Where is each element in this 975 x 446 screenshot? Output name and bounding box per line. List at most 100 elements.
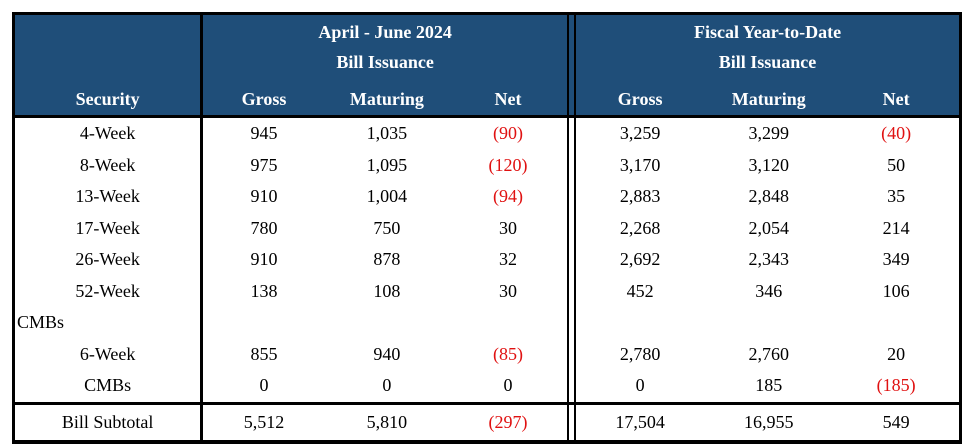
section-subtitle: Bill Issuance: [718, 51, 817, 72]
fytd-maturing-header: Maturing: [704, 78, 834, 118]
row-label: 6-Week: [13, 338, 204, 370]
value-cell: 2,692: [619, 249, 661, 270]
value-cell: 2,780: [619, 343, 661, 364]
value-cell: 108: [373, 280, 401, 301]
row-label: 26-Week: [13, 244, 204, 276]
empty-cell: [575, 307, 704, 339]
value-cell: 878: [373, 249, 401, 270]
security-column-header: Security: [13, 78, 204, 118]
subtotal-value-cell: 17,504: [575, 401, 705, 442]
value-cell: 975: [250, 154, 278, 175]
table-row-4-week: 4-Week 945 1,035 (90) 3,259 3,299 (40): [13, 116, 961, 150]
value-cell: 349: [882, 249, 910, 270]
value-cell: 945: [250, 123, 278, 144]
section-subtitle: Bill Issuance: [336, 51, 434, 72]
value-cell: (40): [881, 123, 912, 144]
section-divider: [567, 275, 577, 307]
value-cell: 2,054: [748, 217, 790, 238]
value-cell: 2,883: [619, 186, 661, 207]
section-divider: [567, 181, 577, 213]
value-cell: 3,259: [619, 123, 661, 144]
section-fytd-title: Fiscal Year-to-Date Bill Issuance: [575, 13, 961, 78]
table-row-17-week: 17-Week 780 750 30 2,268 2,054 214: [13, 212, 961, 244]
row-label: 8-Week: [13, 149, 204, 181]
section-divider: [567, 370, 577, 403]
value-cell: 50: [887, 154, 906, 175]
empty-cell: [833, 307, 960, 339]
value-cell: 3,120: [748, 154, 790, 175]
apr-jun-net-header: Net: [448, 78, 569, 118]
section-divider: [567, 338, 577, 370]
table-row-52-week: 52-Week 138 108 30 452 346 106: [13, 275, 961, 307]
table-row-bill-subtotal: Bill Subtotal 5,512 5,810 (297) 17,504 1…: [13, 401, 961, 442]
value-cell: 3,170: [619, 154, 661, 175]
value-cell: 780: [250, 217, 278, 238]
section-divider: [567, 13, 577, 78]
section-title: April - June 2024: [318, 21, 452, 42]
row-label: 52-Week: [13, 275, 204, 307]
fytd-net-header: Net: [833, 78, 961, 118]
value-cell: 910: [250, 249, 278, 270]
row-label: 13-Week: [13, 181, 204, 213]
value-cell: 0: [259, 375, 269, 396]
security-header-blank: [13, 13, 204, 78]
value-cell: (94): [493, 186, 523, 207]
subtotal-label: Bill Subtotal: [13, 401, 204, 442]
row-label: 17-Week: [13, 212, 204, 244]
value-cell: 3,299: [748, 123, 790, 144]
row-label: CMBs: [13, 370, 204, 403]
fytd-gross-header: Gross: [575, 78, 705, 118]
section-divider: [567, 212, 577, 244]
subtotal-value-cell: 5,512: [201, 401, 325, 442]
value-cell: 0: [382, 375, 392, 396]
empty-cell: [704, 307, 833, 339]
value-cell: 30: [499, 280, 517, 301]
apr-jun-maturing-header: Maturing: [324, 78, 449, 118]
value-cell: 1,004: [366, 186, 408, 207]
value-cell: 2,760: [748, 343, 790, 364]
empty-cell: [449, 307, 568, 339]
value-cell: 214: [882, 217, 910, 238]
table-row-8-week: 8-Week 975 1,095 (120) 3,170 3,120 50: [13, 149, 961, 181]
apr-jun-gross-header: Gross: [201, 78, 325, 118]
bill-issuance-table: April - June 2024 Bill Issuance Fiscal Y…: [12, 12, 962, 444]
table-row-cmbs: CMBs 0 0 0 0 185 (185): [13, 370, 961, 403]
value-cell: 452: [626, 280, 654, 301]
value-cell: 910: [250, 186, 278, 207]
table-row-26-week: 26-Week 910 878 32 2,692 2,343 349: [13, 244, 961, 276]
subtotal-value-cell: 16,955: [704, 401, 834, 442]
value-cell: 106: [882, 280, 910, 301]
subtotal-value-cell: (297): [448, 401, 569, 442]
value-cell: (90): [493, 123, 523, 144]
subtotal-value-cell: 549: [833, 401, 961, 442]
value-cell: 138: [250, 280, 278, 301]
value-cell: 1,095: [366, 154, 408, 175]
value-cell: (185): [876, 375, 916, 396]
subtotal-value-cell: 5,810: [324, 401, 449, 442]
section-apr-jun-title: April - June 2024 Bill Issuance: [201, 13, 569, 78]
value-cell: 30: [499, 217, 517, 238]
value-cell: (120): [488, 154, 528, 175]
value-cell: 346: [755, 280, 783, 301]
empty-cell: [325, 307, 449, 339]
table-row-13-week: 13-Week 910 1,004 (94) 2,883 2,848 35: [13, 181, 961, 213]
table-row-6-week: 6-Week 855 940 (85) 2,780 2,760 20: [13, 338, 961, 370]
value-cell: (85): [493, 343, 523, 364]
section-title: Fiscal Year-to-Date: [693, 21, 842, 42]
section-divider: [567, 401, 577, 442]
value-cell: 1,035: [366, 123, 408, 144]
section-divider: [567, 149, 577, 181]
value-cell: 2,848: [748, 186, 790, 207]
group-label: CMBs: [13, 307, 204, 339]
section-divider: [567, 116, 577, 150]
table-row-cmbs-group: CMBs: [13, 307, 961, 339]
value-cell: 0: [503, 375, 513, 396]
value-cell: 2,268: [619, 217, 661, 238]
value-cell: 35: [887, 186, 906, 207]
value-cell: 20: [887, 343, 906, 364]
header-columns-row: Security Gross Maturing Net Gross Maturi…: [13, 78, 961, 118]
value-cell: 2,343: [748, 249, 790, 270]
header-title-row: April - June 2024 Bill Issuance Fiscal Y…: [13, 13, 961, 78]
value-cell: 185: [755, 375, 783, 396]
